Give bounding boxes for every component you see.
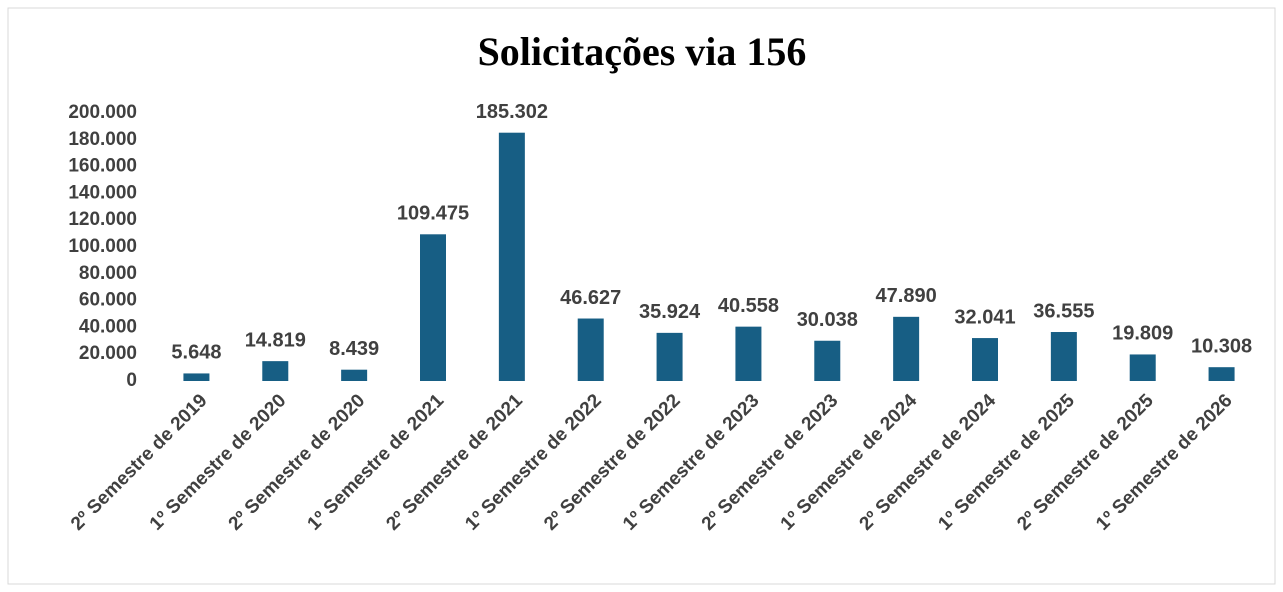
y-tick-label: 20.000 bbox=[79, 343, 137, 364]
y-tick-label: 40.000 bbox=[79, 316, 137, 337]
bar bbox=[577, 318, 604, 381]
data-label: 14.819 bbox=[245, 329, 306, 351]
bar bbox=[1050, 332, 1077, 381]
data-label: 35.924 bbox=[639, 301, 701, 323]
data-label: 46.627 bbox=[560, 287, 621, 309]
y-tick-label: 160.000 bbox=[68, 156, 137, 177]
data-label: 47.890 bbox=[876, 285, 937, 307]
y-tick-label: 200.000 bbox=[68, 102, 137, 123]
bar bbox=[735, 326, 762, 381]
data-label: 109.475 bbox=[397, 203, 469, 225]
data-label: 19.809 bbox=[1112, 323, 1173, 345]
y-tick-label: 120.000 bbox=[68, 209, 137, 230]
data-label: 40.558 bbox=[718, 295, 779, 317]
y-tick-label: 100.000 bbox=[68, 236, 137, 257]
data-label: 30.038 bbox=[797, 309, 858, 331]
data-label: 8.439 bbox=[329, 338, 379, 360]
y-tick-label: 80.000 bbox=[79, 263, 137, 284]
bar bbox=[341, 369, 368, 381]
y-tick-label: 180.000 bbox=[68, 129, 137, 150]
y-tick-label: 0 bbox=[126, 370, 137, 391]
chart-title: Solicitações via 156 bbox=[478, 29, 807, 74]
y-tick-label: 140.000 bbox=[68, 182, 137, 203]
bar bbox=[1129, 354, 1156, 381]
data-label: 32.041 bbox=[954, 306, 1015, 328]
chart-border bbox=[7, 7, 1276, 585]
bar bbox=[656, 332, 683, 381]
bar bbox=[972, 338, 998, 381]
bar bbox=[814, 340, 841, 381]
data-label: 5.648 bbox=[171, 342, 221, 364]
bar bbox=[262, 361, 289, 381]
data-label: 185.302 bbox=[476, 101, 548, 123]
bar bbox=[498, 132, 525, 381]
bar bbox=[893, 316, 920, 381]
bar bbox=[1208, 367, 1235, 381]
data-label: 10.308 bbox=[1191, 335, 1252, 357]
data-label: 36.555 bbox=[1033, 300, 1094, 322]
bar bbox=[420, 234, 446, 381]
bar bbox=[183, 373, 210, 381]
y-tick-label: 60.000 bbox=[79, 290, 137, 311]
